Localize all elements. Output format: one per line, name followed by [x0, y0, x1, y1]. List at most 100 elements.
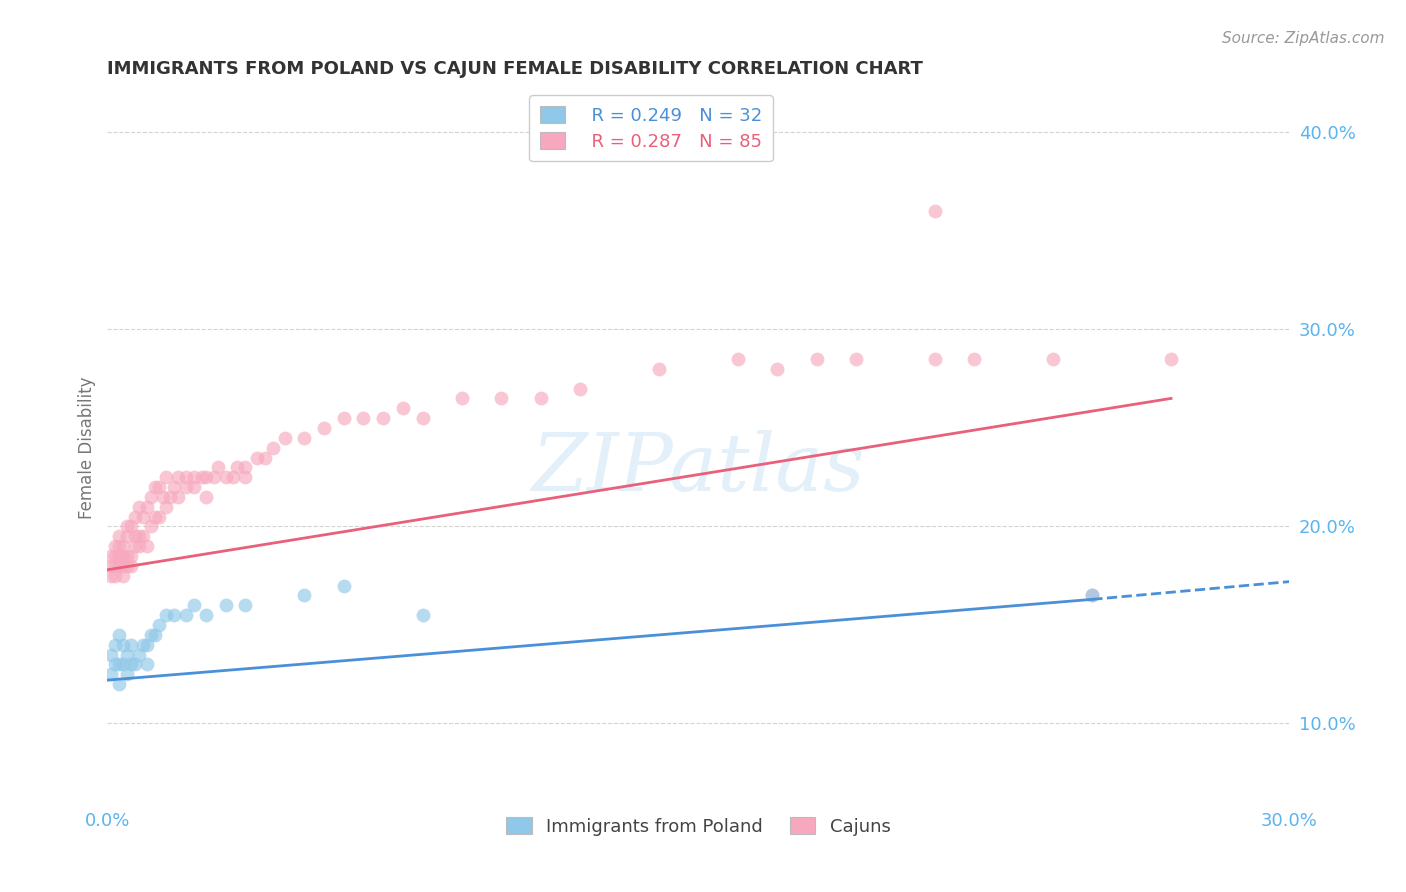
Point	[143, 509, 166, 524]
Point	[108, 529, 131, 543]
Point	[132, 509, 155, 524]
Point	[148, 480, 170, 494]
Point	[112, 549, 135, 563]
Point	[1160, 351, 1182, 366]
Point	[104, 638, 127, 652]
Point	[155, 608, 177, 623]
Point	[152, 490, 174, 504]
Point	[963, 351, 986, 366]
Point	[253, 450, 276, 465]
Legend: Immigrants from Poland, Cajuns: Immigrants from Poland, Cajuns	[499, 810, 897, 843]
Point	[530, 392, 553, 406]
Point	[128, 648, 150, 662]
Point	[139, 490, 162, 504]
Point	[202, 470, 225, 484]
Point	[392, 401, 415, 416]
Point	[569, 382, 592, 396]
Point	[194, 490, 217, 504]
Point	[766, 362, 789, 376]
Point	[412, 608, 434, 623]
Point	[183, 480, 205, 494]
Point	[135, 500, 157, 514]
Point	[292, 589, 315, 603]
Point	[115, 519, 138, 533]
Point	[332, 411, 354, 425]
Point	[108, 657, 131, 672]
Point	[120, 549, 142, 563]
Point	[183, 599, 205, 613]
Point	[108, 558, 131, 573]
Point	[100, 549, 122, 563]
Point	[222, 470, 245, 484]
Point	[292, 431, 315, 445]
Text: IMMIGRANTS FROM POLAND VS CAJUN FEMALE DISABILITY CORRELATION CHART: IMMIGRANTS FROM POLAND VS CAJUN FEMALE D…	[107, 60, 924, 78]
Point	[806, 351, 828, 366]
Point	[115, 529, 138, 543]
Point	[115, 558, 138, 573]
Point	[135, 638, 157, 652]
Point	[148, 618, 170, 632]
Point	[120, 657, 142, 672]
Point	[1081, 589, 1104, 603]
Point	[214, 470, 236, 484]
Point	[143, 628, 166, 642]
Point	[207, 460, 229, 475]
Point	[115, 648, 138, 662]
Y-axis label: Female Disability: Female Disability	[79, 376, 96, 519]
Point	[332, 578, 354, 592]
Point	[648, 362, 671, 376]
Point	[924, 204, 946, 219]
Point	[124, 529, 146, 543]
Point	[124, 657, 146, 672]
Point	[139, 519, 162, 533]
Point	[128, 500, 150, 514]
Point	[148, 509, 170, 524]
Point	[159, 490, 181, 504]
Point	[727, 351, 749, 366]
Point	[924, 351, 946, 366]
Point	[120, 558, 142, 573]
Point	[120, 638, 142, 652]
Point	[115, 667, 138, 681]
Point	[120, 519, 142, 533]
Point	[135, 657, 157, 672]
Point	[100, 667, 122, 681]
Point	[167, 470, 190, 484]
Point	[132, 529, 155, 543]
Point	[115, 549, 138, 563]
Point	[128, 539, 150, 553]
Point	[135, 539, 157, 553]
Point	[112, 657, 135, 672]
Point	[124, 509, 146, 524]
Point	[128, 529, 150, 543]
Point	[174, 470, 197, 484]
Point	[174, 608, 197, 623]
Point	[108, 539, 131, 553]
Point	[174, 480, 197, 494]
Point	[183, 470, 205, 484]
Point	[100, 568, 122, 582]
Point	[214, 599, 236, 613]
Point	[112, 568, 135, 582]
Point	[491, 392, 513, 406]
Point	[104, 539, 127, 553]
Point	[1081, 589, 1104, 603]
Point	[108, 628, 131, 642]
Point	[262, 441, 284, 455]
Point	[104, 657, 127, 672]
Point	[1042, 351, 1064, 366]
Point	[112, 558, 135, 573]
Point	[451, 392, 474, 406]
Point	[194, 470, 217, 484]
Point	[246, 450, 269, 465]
Point	[167, 490, 190, 504]
Point	[273, 431, 295, 445]
Point	[104, 558, 127, 573]
Point	[163, 608, 186, 623]
Point	[353, 411, 375, 425]
Point	[112, 539, 135, 553]
Point	[233, 470, 256, 484]
Point	[104, 568, 127, 582]
Point	[108, 549, 131, 563]
Text: ZIPatlas: ZIPatlas	[531, 430, 865, 508]
